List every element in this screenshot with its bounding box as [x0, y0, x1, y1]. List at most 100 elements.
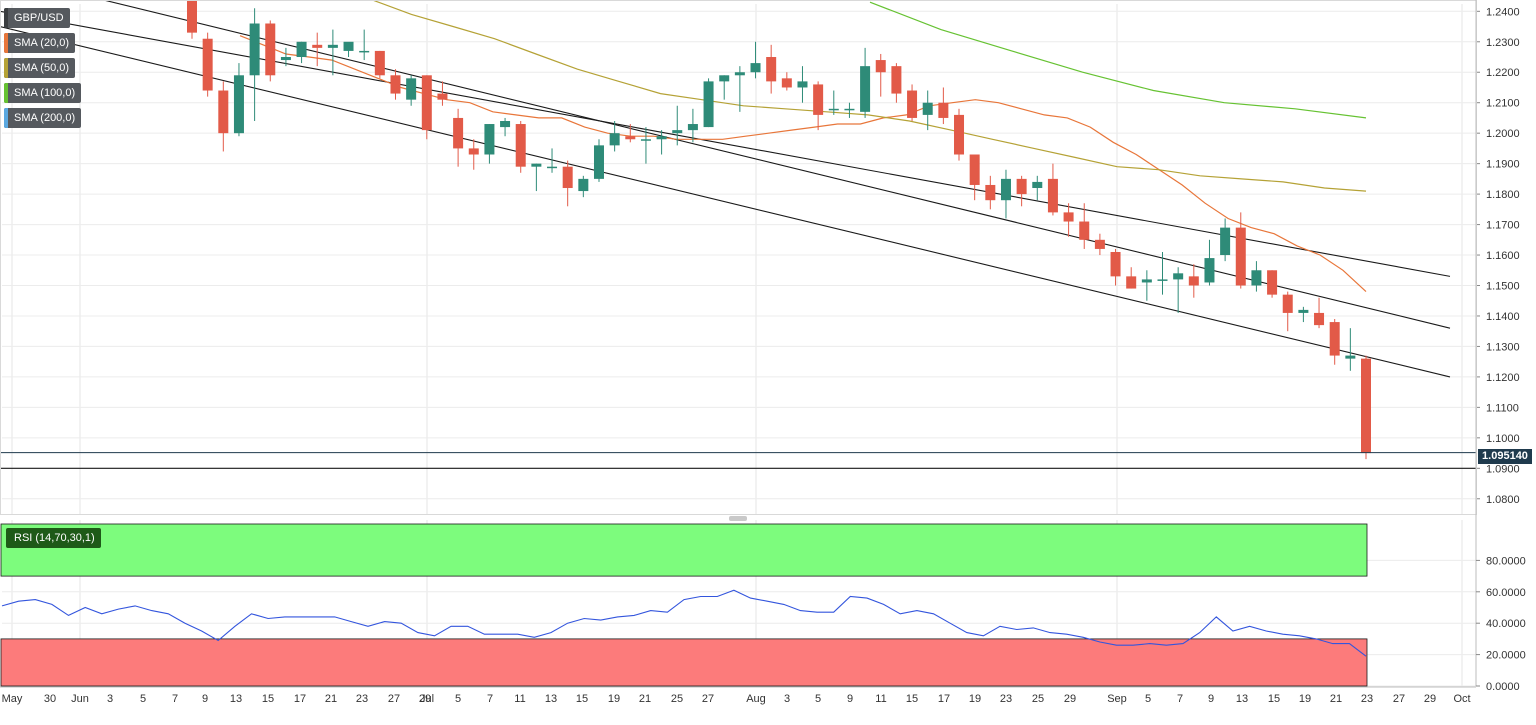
- candle: [766, 44, 777, 94]
- candle: [202, 32, 213, 97]
- x-tick-label: 5: [815, 693, 821, 705]
- channel-line: [0, 10, 1451, 277]
- candle-body: [1110, 251, 1121, 277]
- candle: [672, 105, 683, 146]
- x-tick-label: 21: [325, 693, 337, 705]
- candle-body: [875, 60, 886, 73]
- panel-splitter-handle[interactable]: [729, 516, 747, 521]
- x-tick-label: 9: [202, 693, 208, 705]
- candle: [1345, 328, 1356, 371]
- candle-body: [1282, 294, 1293, 313]
- rsi-tick-label: 80.0000: [1486, 555, 1526, 567]
- x-tick-label: 25: [1032, 693, 1044, 705]
- candle: [656, 130, 667, 155]
- candle: [218, 81, 229, 152]
- candle: [312, 32, 323, 67]
- candle-body: [907, 90, 918, 118]
- candle: [875, 53, 886, 97]
- candle: [828, 90, 839, 115]
- candle: [1126, 267, 1137, 289]
- candle-body: [719, 75, 730, 82]
- sma-200-label: SMA (200,0): [14, 112, 76, 124]
- candle: [484, 124, 495, 164]
- candle: [468, 139, 479, 170]
- candle: [781, 72, 792, 91]
- candle-body: [218, 90, 229, 134]
- candle-body: [421, 75, 432, 131]
- candle-body: [656, 136, 667, 140]
- x-tick-label: 27: [702, 693, 714, 705]
- price-tick-label: 1.1800: [1486, 189, 1520, 201]
- rsi-tick-label: 20.0000: [1486, 650, 1526, 662]
- candle-body: [1141, 279, 1152, 283]
- candle-body: [1298, 309, 1309, 313]
- candle: [1079, 203, 1090, 249]
- x-tick-label: 27: [388, 693, 400, 705]
- x-tick-label: 17: [294, 693, 306, 705]
- candle-body: [1126, 276, 1137, 289]
- legend-symbol[interactable]: GBP/USD: [4, 8, 70, 28]
- legend-sma-200[interactable]: SMA (200,0): [4, 108, 82, 128]
- candle-body: [609, 133, 620, 146]
- x-tick-label: 7: [1177, 693, 1183, 705]
- x-tick-label: Jun: [71, 693, 89, 705]
- candle-body: [187, 0, 197, 33]
- candle: [249, 8, 260, 121]
- candle-body: [1173, 273, 1184, 280]
- candle-body: [437, 93, 448, 100]
- candle: [187, 0, 197, 39]
- candle-body: [844, 108, 855, 111]
- candle: [1282, 291, 1293, 332]
- candle-body: [954, 114, 965, 155]
- rsi-panel: [0, 523, 1368, 687]
- candle: [531, 163, 542, 192]
- candle: [500, 117, 511, 137]
- candle-body: [515, 124, 526, 167]
- x-tick-label: 21: [639, 693, 651, 705]
- x-tick-label: May: [2, 693, 23, 705]
- candle: [1157, 251, 1168, 295]
- candle: [233, 63, 244, 137]
- x-tick-label: 13: [230, 693, 242, 705]
- candle: [343, 41, 354, 58]
- price-tick-label: 1.2300: [1486, 37, 1520, 49]
- sma-200-swatch: [4, 108, 8, 128]
- candle-body: [969, 154, 980, 185]
- candle: [1235, 212, 1246, 289]
- candle: [813, 81, 824, 131]
- x-tick-label: 29: [1424, 693, 1436, 705]
- candle-body: [249, 23, 260, 76]
- candle-body: [1251, 270, 1262, 286]
- x-tick-label: 5: [455, 693, 461, 705]
- candle-body: [233, 75, 244, 134]
- x-tick-label: Aug: [746, 693, 766, 705]
- candle: [1110, 248, 1121, 286]
- x-tick-label: 23: [1361, 693, 1373, 705]
- candle: [609, 120, 620, 152]
- price-tick-label: 1.1500: [1486, 281, 1520, 293]
- legend-sma-50[interactable]: SMA (50,0): [4, 58, 76, 78]
- legend-sma-100[interactable]: SMA (100,0): [4, 83, 82, 103]
- sma-50-label: SMA (50,0): [14, 62, 70, 74]
- candle-body: [343, 41, 354, 51]
- rsi-oversold-zone: [0, 638, 1368, 687]
- candle-body: [547, 166, 558, 169]
- candle: [437, 81, 448, 106]
- candle: [1141, 270, 1152, 301]
- candle-body: [766, 57, 777, 82]
- x-tick-label: 13: [545, 693, 557, 705]
- candle: [1032, 175, 1043, 201]
- legend-rsi[interactable]: RSI (14,70,30,1): [6, 528, 101, 548]
- x-tick-label: 23: [1000, 693, 1012, 705]
- candle-body: [672, 130, 683, 134]
- x-tick-label: 19: [1299, 693, 1311, 705]
- candle: [327, 29, 338, 76]
- candle: [515, 120, 526, 173]
- candle: [1204, 239, 1215, 286]
- candle: [985, 175, 996, 210]
- candle: [860, 47, 871, 118]
- candle-body: [1079, 221, 1090, 240]
- legend-sma-20[interactable]: SMA (20,0): [4, 33, 76, 53]
- candle-body: [406, 78, 417, 100]
